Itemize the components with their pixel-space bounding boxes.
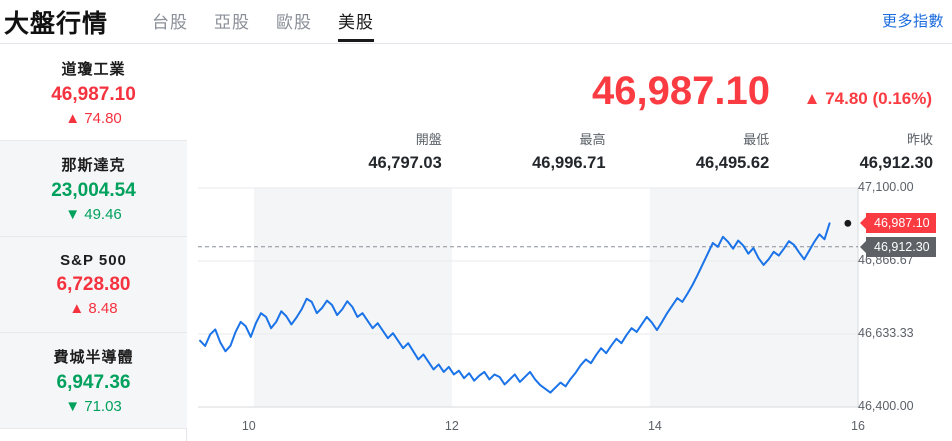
index-sidebar: 道瓊工業 46,987.10 ▲ 74.80 那斯達克 23,004.54 ▼ … [0, 45, 187, 441]
page-title: 大盤行情 [4, 10, 109, 38]
index-change: ▲ 74.80 [65, 110, 122, 127]
index-price: 6,947.36 [56, 372, 131, 393]
current-price-badge-label: 46,987.10 [874, 216, 930, 231]
prev-close-badge: 46,912.30 [860, 236, 936, 257]
tab-taiwan[interactable]: 台股 [152, 13, 188, 32]
x-axis-tick-label: 14 [647, 419, 662, 433]
stat-value: 46,912.30 [859, 154, 933, 172]
index-name: 費城半導體 [53, 349, 134, 366]
index-name: 那斯達克 [61, 157, 126, 174]
index-price: 23,004.54 [51, 180, 136, 201]
page-header: 大盤行情 台股 亞股 歐股 美股 更多指數 [0, 0, 952, 44]
sidebar-item-dow-jones[interactable]: 道瓊工業 46,987.10 ▲ 74.80 [0, 45, 187, 141]
ohlc-stats: 開盤 46,797.03 最高 46,996.71 最低 46,495.62 昨… [278, 129, 933, 173]
sidebar-item-sp500[interactable]: S&P 500 6,728.80 ▲ 8.48 [0, 237, 187, 333]
index-price: 46,987.10 [51, 84, 136, 105]
index-change: ▼ 49.46 [65, 206, 122, 223]
y-axis-tick-label: 47,100.00 [858, 180, 914, 194]
stat-low: 最低 46,495.62 [606, 129, 770, 173]
y-axis-tick-label: 46,633.33 [858, 326, 914, 340]
chart-canvas [198, 187, 860, 408]
tab-europe[interactable]: 歐股 [276, 13, 312, 32]
current-change: ▲ 74.80 (0.16%) [803, 89, 932, 108]
index-change: ▲ 8.48 [69, 300, 118, 317]
tab-us[interactable]: 美股 [338, 8, 374, 42]
stat-label: 最低 [743, 132, 770, 147]
stat-value: 46,996.71 [532, 154, 606, 172]
stat-label: 昨收 [906, 132, 933, 147]
main-quote-panel: 46,987.10 ▲ 74.80 (0.16%) 開盤 46,797.03 最… [188, 45, 952, 441]
y-axis-tick-label: 46,400.00 [858, 399, 914, 413]
intraday-chart[interactable]: 47,100.00 46,866.67 46,633.33 46,400.00 … [198, 180, 952, 441]
stat-label: 開盤 [415, 132, 442, 147]
tab-asia[interactable]: 亞股 [214, 13, 250, 32]
stat-value: 46,495.62 [695, 154, 770, 172]
x-axis-tick-label: 16 [851, 419, 865, 433]
index-change: ▼ 71.03 [65, 398, 122, 415]
index-name: 道瓊工業 [61, 61, 126, 78]
current-price: 46,987.10 [592, 69, 770, 113]
stat-label: 最高 [579, 132, 606, 147]
sidebar-item-sox[interactable]: 費城半導體 6,947.36 ▼ 71.03 [0, 333, 187, 429]
x-axis-tick-label: 10 [241, 419, 256, 433]
stat-open: 開盤 46,797.03 [278, 129, 442, 173]
stat-value: 46,797.03 [368, 154, 442, 172]
sidebar-item-nasdaq[interactable]: 那斯達克 23,004.54 ▼ 49.46 [0, 141, 187, 237]
index-price: 6,728.80 [56, 274, 131, 295]
current-price-badge: 46,987.10 [860, 213, 936, 234]
more-indices-link[interactable]: 更多指數 [881, 13, 944, 30]
stat-prev-close: 昨收 46,912.30 [769, 129, 933, 173]
stat-high: 最高 46,996.71 [442, 129, 606, 173]
prev-close-badge-label: 46,912.30 [874, 239, 930, 254]
x-axis-tick-label: 12 [444, 419, 459, 433]
index-name: S&P 500 [60, 252, 127, 269]
market-tabs: 台股 亞股 歐股 美股 [152, 8, 374, 42]
